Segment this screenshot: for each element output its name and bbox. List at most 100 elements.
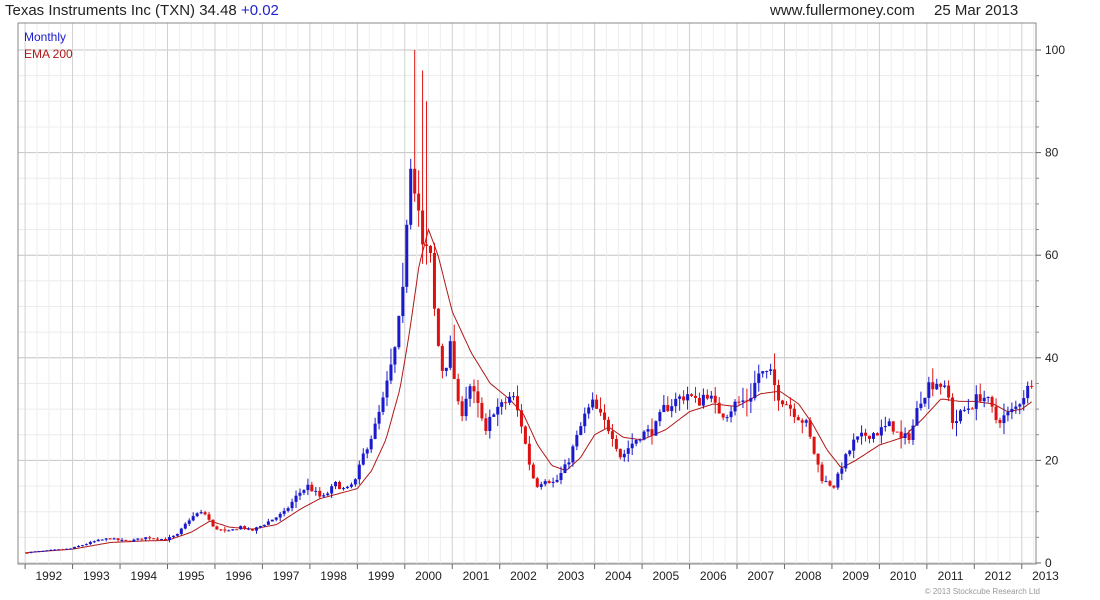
candle-body xyxy=(820,464,824,482)
candle-body xyxy=(231,529,235,531)
candle-body xyxy=(1006,412,1010,416)
x-tick-label: 1997 xyxy=(273,569,300,583)
candle-body xyxy=(397,316,401,348)
candle-body xyxy=(488,416,492,432)
candle-body xyxy=(49,549,53,551)
candle-body xyxy=(899,431,903,438)
candle-body xyxy=(120,539,124,541)
candle-body xyxy=(203,512,207,515)
legend-ema: EMA 200 xyxy=(24,47,73,61)
candle-body xyxy=(302,490,306,493)
candle-body xyxy=(535,478,539,487)
ema-line xyxy=(25,227,1032,554)
candle-body xyxy=(717,402,721,414)
candle-body xyxy=(927,382,931,398)
candle-body xyxy=(662,404,666,413)
candle-body xyxy=(970,408,974,410)
candle-body xyxy=(618,448,622,458)
candle-body xyxy=(258,526,262,528)
candle-body xyxy=(504,402,508,404)
candle-body xyxy=(856,436,860,440)
candle-body xyxy=(452,341,456,379)
candle-body xyxy=(247,528,251,530)
candle-body xyxy=(274,517,278,520)
candle-body xyxy=(630,443,634,449)
candle-body xyxy=(278,513,282,518)
candle-body xyxy=(895,431,899,433)
candle-body xyxy=(171,535,175,538)
candle-body xyxy=(96,539,100,542)
chart-title: Texas Instruments Inc (TXN) 34.48 +0.02 xyxy=(5,2,279,19)
candle-body xyxy=(496,406,500,415)
y-tick-label: 100 xyxy=(1045,43,1065,57)
y-tick-label: 40 xyxy=(1045,351,1059,365)
candle-body xyxy=(741,400,745,402)
candle-body xyxy=(29,551,33,553)
candle-body xyxy=(836,473,840,488)
candle-body xyxy=(25,552,29,554)
candle-body xyxy=(883,426,887,428)
candle-body xyxy=(757,373,761,383)
candle-body xyxy=(860,432,864,437)
candle-body xyxy=(148,537,152,539)
candle-body xyxy=(314,490,318,492)
x-tick-label: 2003 xyxy=(558,569,585,583)
candle-body xyxy=(543,481,547,485)
x-tick-label: 2010 xyxy=(890,569,917,583)
candle-body xyxy=(456,378,460,402)
x-tick-label: 2000 xyxy=(415,569,442,583)
legend: Monthly EMA 200 xyxy=(24,30,73,61)
price-change: +0.02 xyxy=(240,2,279,19)
legend-monthly: Monthly xyxy=(24,30,66,44)
candle-body xyxy=(428,245,432,254)
candle-body xyxy=(1010,408,1014,413)
candle-body xyxy=(464,398,468,417)
candle-body xyxy=(77,546,81,548)
candle-body xyxy=(160,538,164,540)
candle-body xyxy=(990,397,994,407)
x-tick-label: 2013 xyxy=(1032,569,1059,583)
candle-body xyxy=(318,490,322,497)
candle-body xyxy=(444,367,448,371)
candle-body xyxy=(792,408,796,418)
candle-body xyxy=(152,538,156,540)
candle-body xyxy=(840,468,844,474)
x-tick-label: 1996 xyxy=(225,569,252,583)
candle-body xyxy=(587,407,591,414)
candle-body xyxy=(436,308,440,346)
candle-body xyxy=(377,411,381,424)
candle-body xyxy=(183,523,187,529)
candle-body xyxy=(167,537,171,541)
candle-body xyxy=(575,434,579,447)
candle-body xyxy=(104,538,108,540)
candle-body xyxy=(962,409,966,411)
chart-date: 25 Mar 2013 xyxy=(934,2,1019,19)
candle-body xyxy=(484,418,488,432)
candle-body xyxy=(693,395,697,398)
candle-body xyxy=(674,398,678,407)
x-tick-label: 1998 xyxy=(320,569,347,583)
x-tick-label: 1999 xyxy=(368,569,395,583)
candle-body xyxy=(713,395,717,403)
candle-body xyxy=(432,253,436,309)
candle-body xyxy=(227,530,231,532)
candle-body xyxy=(266,521,270,525)
candle-body xyxy=(891,421,895,432)
candle-body xyxy=(737,401,741,403)
candle-body xyxy=(468,386,472,399)
candle-body xyxy=(516,396,520,411)
candle-body xyxy=(958,410,962,422)
candle-body xyxy=(591,399,595,408)
candle-body xyxy=(191,516,195,521)
candle-body xyxy=(472,386,476,392)
candle-body xyxy=(393,347,397,365)
candle-body xyxy=(84,544,88,546)
candle-body xyxy=(610,431,614,439)
candle-body xyxy=(53,549,57,551)
candle-body xyxy=(527,443,531,465)
candle-body xyxy=(254,527,258,531)
candle-body xyxy=(864,432,868,436)
candle-body xyxy=(852,439,856,451)
x-tick-label: 2009 xyxy=(842,569,869,583)
candle-body xyxy=(381,397,385,412)
